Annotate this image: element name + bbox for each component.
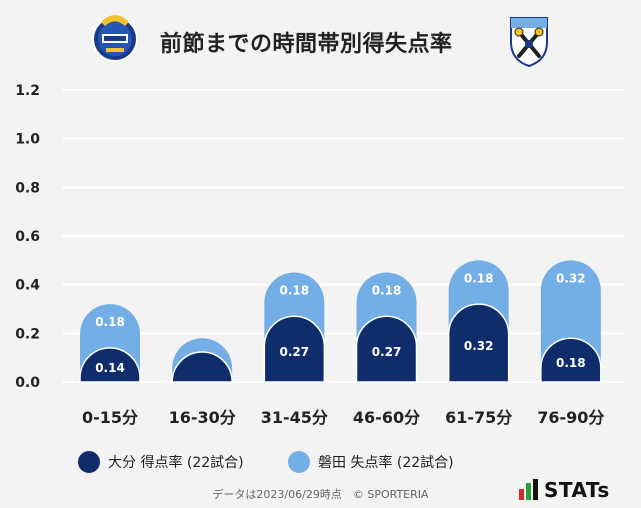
legend-item-oita: 大分 得点率 (22試合)	[78, 449, 244, 475]
stats-logo-text: STATs	[544, 478, 610, 502]
x-category-label: 76-90分	[537, 408, 604, 427]
data-label: 0.27	[280, 345, 310, 359]
y-tick-label: 0.6	[15, 229, 40, 245]
jubilo-iwata-emblem-icon	[505, 12, 553, 68]
chart-plot: 0.0 0.2 0.4 0.6 0.8 1.0 1.2 0.14 0.18 0-15分 16-30分…	[15, 83, 625, 427]
y-tick-label: 1.2	[15, 83, 40, 99]
oita-trinita-emblem-icon	[92, 10, 138, 68]
y-tick-label: 0.2	[15, 326, 40, 342]
bar-segment-oita	[540, 337, 602, 383]
bar-segment-oita	[447, 303, 510, 383]
x-category-label: 46-60分	[353, 408, 420, 427]
data-footnote: データは2023/06/29時点 © SPORTERIA	[212, 488, 429, 501]
data-label: 0.32	[556, 271, 586, 285]
data-label: 0.18	[556, 356, 586, 370]
y-tick-label: 0.4	[15, 278, 40, 294]
data-label: 0.18	[372, 284, 402, 298]
stats-logo: STATs	[518, 478, 610, 502]
bar-segment-oita	[263, 315, 326, 383]
x-category-label: 61-75分	[445, 408, 512, 427]
legend-swatch-oita	[78, 451, 100, 473]
legend-item-iwata: 磐田 失点率 (22試合)	[288, 449, 454, 475]
data-label: 0.18	[95, 315, 125, 329]
bar-segment-oita	[171, 351, 233, 383]
legend-label-oita: 大分 得点率 (22試合)	[108, 455, 244, 471]
data-label: 0.32	[464, 339, 494, 353]
bar-segment-oita	[355, 315, 418, 383]
chart-title: 前節までの時間帯別得失点率	[160, 32, 453, 57]
x-category-label: 31-45分	[261, 408, 328, 427]
chart-header: 前節までの時間帯別得失点率	[0, 10, 641, 74]
legend-swatch-iwata	[288, 451, 310, 473]
legend-label-iwata: 磐田 失点率 (22試合)	[318, 455, 454, 471]
x-category-label: 16-30分	[169, 408, 236, 427]
data-label: 0.18	[280, 284, 310, 298]
stats-logo-icon	[519, 479, 538, 500]
y-tick-label: 0.8	[15, 180, 40, 196]
data-label: 0.18	[464, 271, 494, 285]
bar-segment-oita	[79, 347, 141, 383]
data-label: 0.27	[372, 345, 402, 359]
data-label: 0.14	[95, 361, 125, 375]
y-tick-label: 0.0	[15, 375, 40, 391]
y-tick-label: 1.0	[15, 132, 40, 148]
x-category-label: 0-15分	[82, 408, 138, 427]
